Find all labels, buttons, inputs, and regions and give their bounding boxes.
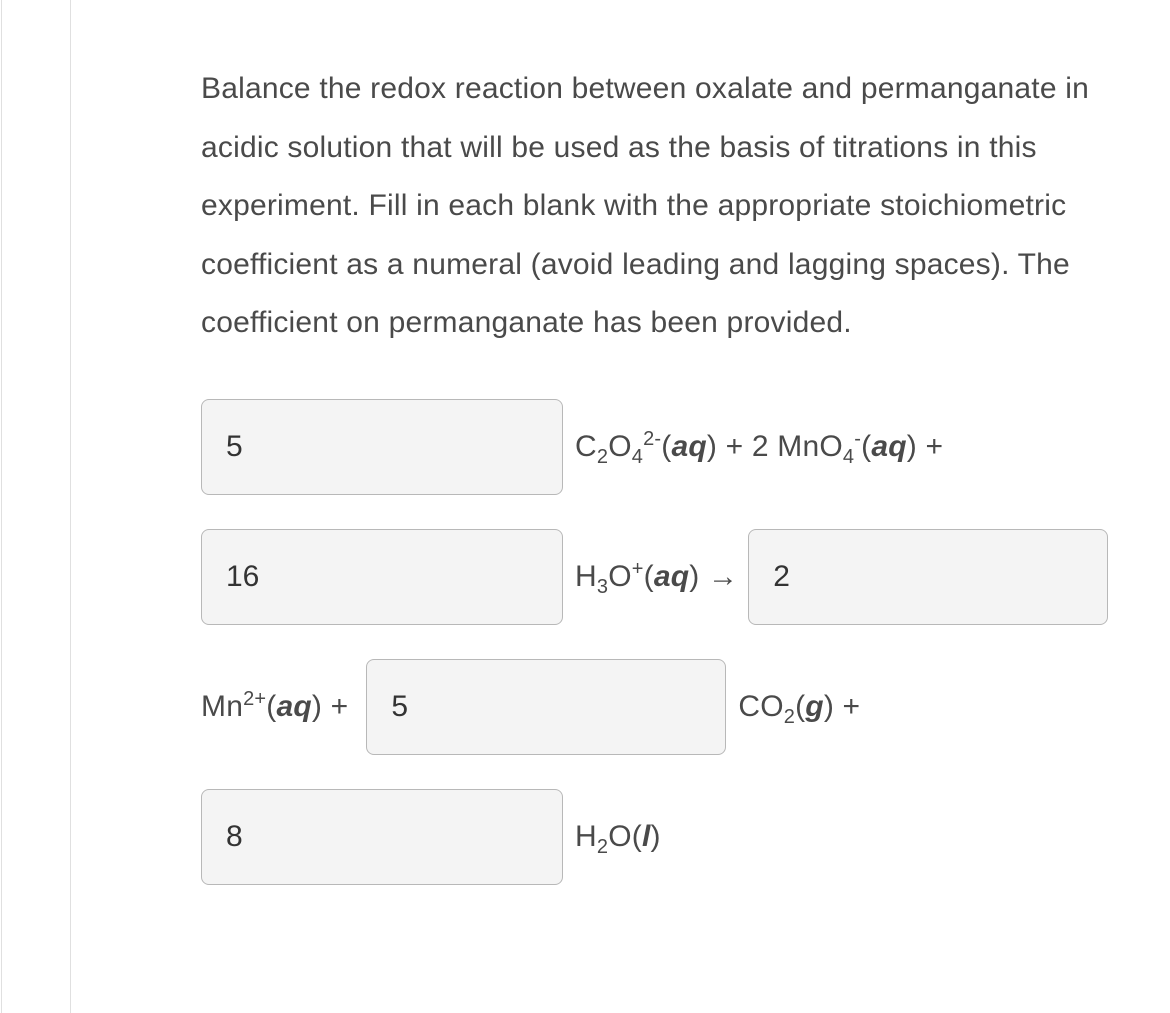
equation-row-4: H2O(l) [201,789,1140,885]
question-prompt: Balance the redox reaction between oxala… [201,60,1140,353]
water-coef-input[interactable] [201,789,563,885]
species-hydronium-arrow: H3O+(aq) → [575,560,738,594]
equation-row-1: C2O42-(aq) + 2 MnO4-(aq) + [201,399,1140,495]
mn2plus-coef-input[interactable] [748,529,1108,625]
species-co2: CO2(g) + [738,690,860,724]
species-water: H2O(l) [575,820,661,854]
species-mn2plus: Mn2+(aq) + [201,690,348,724]
hydronium-coef-input[interactable] [201,529,563,625]
species-oxalate-permanganate: C2O42-(aq) + 2 MnO4-(aq) + [575,430,943,464]
oxalate-coef-input[interactable] [201,399,563,495]
equation-row-3: Mn2+(aq) + CO2(g) + [201,659,1140,755]
equation-row-2: H3O+(aq) → [201,529,1140,625]
co2-coef-input[interactable] [366,659,726,755]
